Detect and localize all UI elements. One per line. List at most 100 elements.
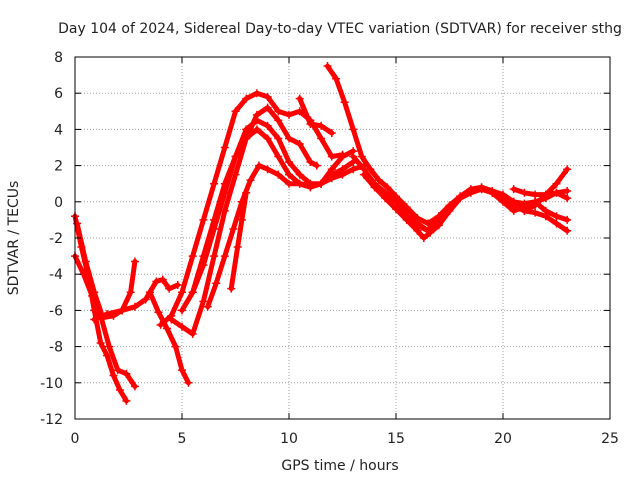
data-point xyxy=(374,176,383,185)
data-point xyxy=(392,205,400,214)
y-tick-label: -8 xyxy=(49,340,63,356)
data-point xyxy=(158,275,167,284)
series-track-4 xyxy=(90,275,182,324)
data-point xyxy=(563,186,572,195)
data-point xyxy=(285,179,293,188)
data-point xyxy=(531,190,540,199)
series-trace xyxy=(297,96,335,136)
data-point xyxy=(285,157,293,166)
series-track-17 xyxy=(509,185,572,203)
data-point xyxy=(156,320,165,329)
data-point xyxy=(178,322,186,331)
data-point xyxy=(233,243,242,252)
data-point xyxy=(424,226,433,235)
data-point xyxy=(227,284,236,293)
data-point xyxy=(552,179,561,188)
axis-ticks: 0 5 10 15 20 25 -12 -10 -8 -6 -4 -2 0 2 4 6 8 xyxy=(40,50,619,447)
data-point xyxy=(306,157,315,166)
x-tick-label: 25 xyxy=(601,431,619,447)
data-point xyxy=(552,219,561,228)
data-point xyxy=(520,206,529,215)
data-point xyxy=(113,366,122,375)
data-point xyxy=(220,206,229,215)
y-axis-label: SDTVAR / TECUs xyxy=(6,181,22,296)
data-point xyxy=(81,257,90,266)
data-point xyxy=(237,215,246,224)
data-point xyxy=(419,234,428,242)
series-track-9 xyxy=(188,125,358,297)
data-point xyxy=(295,170,304,179)
data-point xyxy=(171,342,180,351)
data-point xyxy=(327,152,336,161)
data-point xyxy=(199,252,208,261)
x-tick-label: 5 xyxy=(178,431,187,447)
series-trace xyxy=(228,190,249,292)
series-track-2 xyxy=(71,252,139,391)
data-point xyxy=(552,212,561,221)
data-point xyxy=(103,310,112,319)
data-point xyxy=(203,302,212,311)
x-tick-label: 15 xyxy=(387,431,405,447)
data-point xyxy=(295,94,304,103)
data-point xyxy=(212,279,221,288)
data-point xyxy=(252,125,261,134)
data-point xyxy=(178,306,186,315)
data-points xyxy=(71,62,572,405)
series-track-11 xyxy=(227,188,251,293)
data-point xyxy=(285,110,293,119)
data-point xyxy=(103,351,112,360)
x-axis-label: GPS time / hours xyxy=(281,458,398,474)
data-point xyxy=(246,176,255,185)
data-point xyxy=(263,134,272,143)
data-point xyxy=(359,170,368,179)
data-point xyxy=(477,183,486,192)
data-point xyxy=(141,295,150,304)
data-point xyxy=(381,188,390,197)
data-point xyxy=(73,219,82,228)
data-point xyxy=(199,215,208,224)
data-point xyxy=(349,165,358,174)
data-point xyxy=(338,170,347,179)
data-point xyxy=(383,183,392,192)
data-point xyxy=(295,179,304,188)
data-point xyxy=(306,119,315,128)
data-point xyxy=(242,125,251,134)
data-point xyxy=(130,257,139,266)
data-point xyxy=(126,288,135,297)
data-point xyxy=(563,194,572,203)
y-tick-label: 8 xyxy=(54,50,63,66)
data-point xyxy=(531,201,540,210)
data-point xyxy=(188,252,197,261)
data-point xyxy=(312,161,321,170)
data-point xyxy=(295,139,304,148)
data-point xyxy=(90,315,99,324)
data-point xyxy=(178,366,186,375)
data-point xyxy=(488,188,497,197)
series-track-5 xyxy=(145,288,193,387)
data-point xyxy=(306,183,315,192)
data-point xyxy=(274,134,283,143)
data-point xyxy=(340,98,349,107)
data-point xyxy=(252,116,261,125)
data-point xyxy=(424,219,433,228)
series-track-12 xyxy=(295,94,336,138)
data-point xyxy=(109,371,118,380)
y-tick-label: -6 xyxy=(49,303,63,319)
data-point xyxy=(154,308,163,317)
data-point xyxy=(413,221,422,230)
data-point xyxy=(184,378,193,387)
series-track-16 xyxy=(370,179,572,235)
data-point xyxy=(163,324,172,333)
data-point xyxy=(152,277,161,286)
data-point xyxy=(263,103,272,112)
data-point xyxy=(178,288,186,297)
data-point xyxy=(563,226,572,235)
data-point xyxy=(563,215,572,224)
data-point xyxy=(332,74,341,83)
data-point xyxy=(434,215,443,224)
data-point xyxy=(392,197,400,206)
data-point xyxy=(285,170,293,179)
data-point xyxy=(274,152,283,161)
data-point xyxy=(349,152,358,161)
